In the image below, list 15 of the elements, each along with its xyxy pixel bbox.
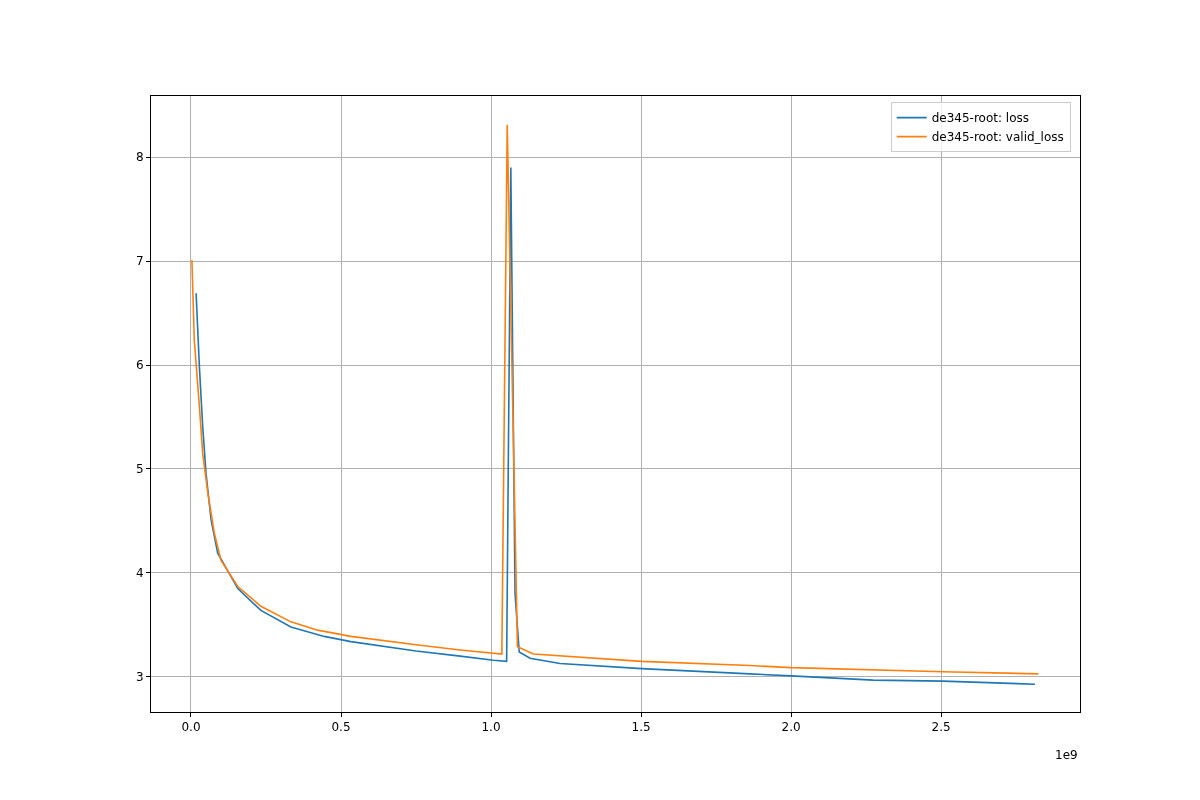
y-tick-label: 3 [135, 670, 144, 685]
y-tick-label: 6 [135, 358, 144, 373]
x-tick-label: 1.0 [481, 720, 501, 735]
x-tick-label: 0.5 [331, 720, 351, 735]
y-tick-label: 8 [135, 150, 144, 165]
x-tick-label: 1.5 [631, 720, 651, 735]
legend-label: de345-root: loss [931, 111, 1030, 126]
y-tick-label: 5 [135, 462, 144, 477]
legend-label: de345-root: valid_loss [931, 130, 1064, 145]
y-tick-label: 4 [135, 566, 144, 581]
x-tick-label: 2.0 [781, 720, 801, 735]
y-tick-label: 7 [135, 254, 144, 269]
text: 1e9 [1055, 748, 1078, 762]
x-tick-label: 0.0 [181, 720, 201, 735]
x-tick-label: 2.5 [931, 720, 951, 735]
